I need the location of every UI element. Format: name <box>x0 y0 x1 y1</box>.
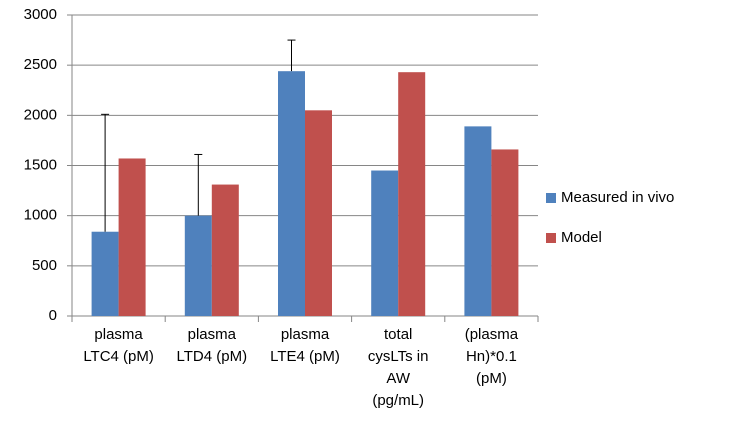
x-tick-label: LTE4 (pM) <box>270 348 340 365</box>
y-tick-label: 1000 <box>24 207 57 224</box>
bar <box>464 126 492 317</box>
x-tick-label: AW <box>386 370 410 387</box>
y-tick-label: 2000 <box>24 106 57 123</box>
x-tick-label: LTC4 (pM) <box>83 348 154 365</box>
y-tick-label: 0 <box>49 307 57 324</box>
x-tick-label: (plasma <box>465 326 519 343</box>
x-tick-label: plasma <box>188 326 237 343</box>
bar <box>305 110 332 316</box>
bar <box>211 184 239 316</box>
error-bar <box>287 39 296 72</box>
x-tick-label: LTD4 (pM) <box>177 348 248 365</box>
bar <box>91 231 119 316</box>
y-tick-label: 500 <box>32 257 57 274</box>
x-tick-label: (pM) <box>476 370 507 387</box>
bar <box>118 158 146 316</box>
error-bar <box>101 113 110 232</box>
legend-label: Measured in vivo <box>561 189 674 206</box>
legend-swatch <box>546 193 556 203</box>
x-tick-label: (pg/mL) <box>372 392 424 409</box>
error-bar <box>194 153 203 216</box>
bar <box>398 72 426 316</box>
y-tick-label: 3000 <box>24 6 57 23</box>
bar <box>184 215 212 316</box>
x-tick-label: Hn)*0.1 <box>466 348 517 365</box>
x-tick-label: plasma <box>94 326 143 343</box>
x-tick-label: total <box>384 326 412 343</box>
legend-swatch <box>546 233 556 243</box>
y-tick-label: 2500 <box>24 56 57 73</box>
bar <box>278 71 305 316</box>
bar <box>491 149 519 316</box>
x-tick-label: cysLTs in <box>368 348 429 365</box>
bar <box>371 170 399 316</box>
y-tick-label: 1500 <box>24 156 57 173</box>
legend-label: Model <box>561 229 602 246</box>
x-tick-label: plasma <box>281 326 330 343</box>
